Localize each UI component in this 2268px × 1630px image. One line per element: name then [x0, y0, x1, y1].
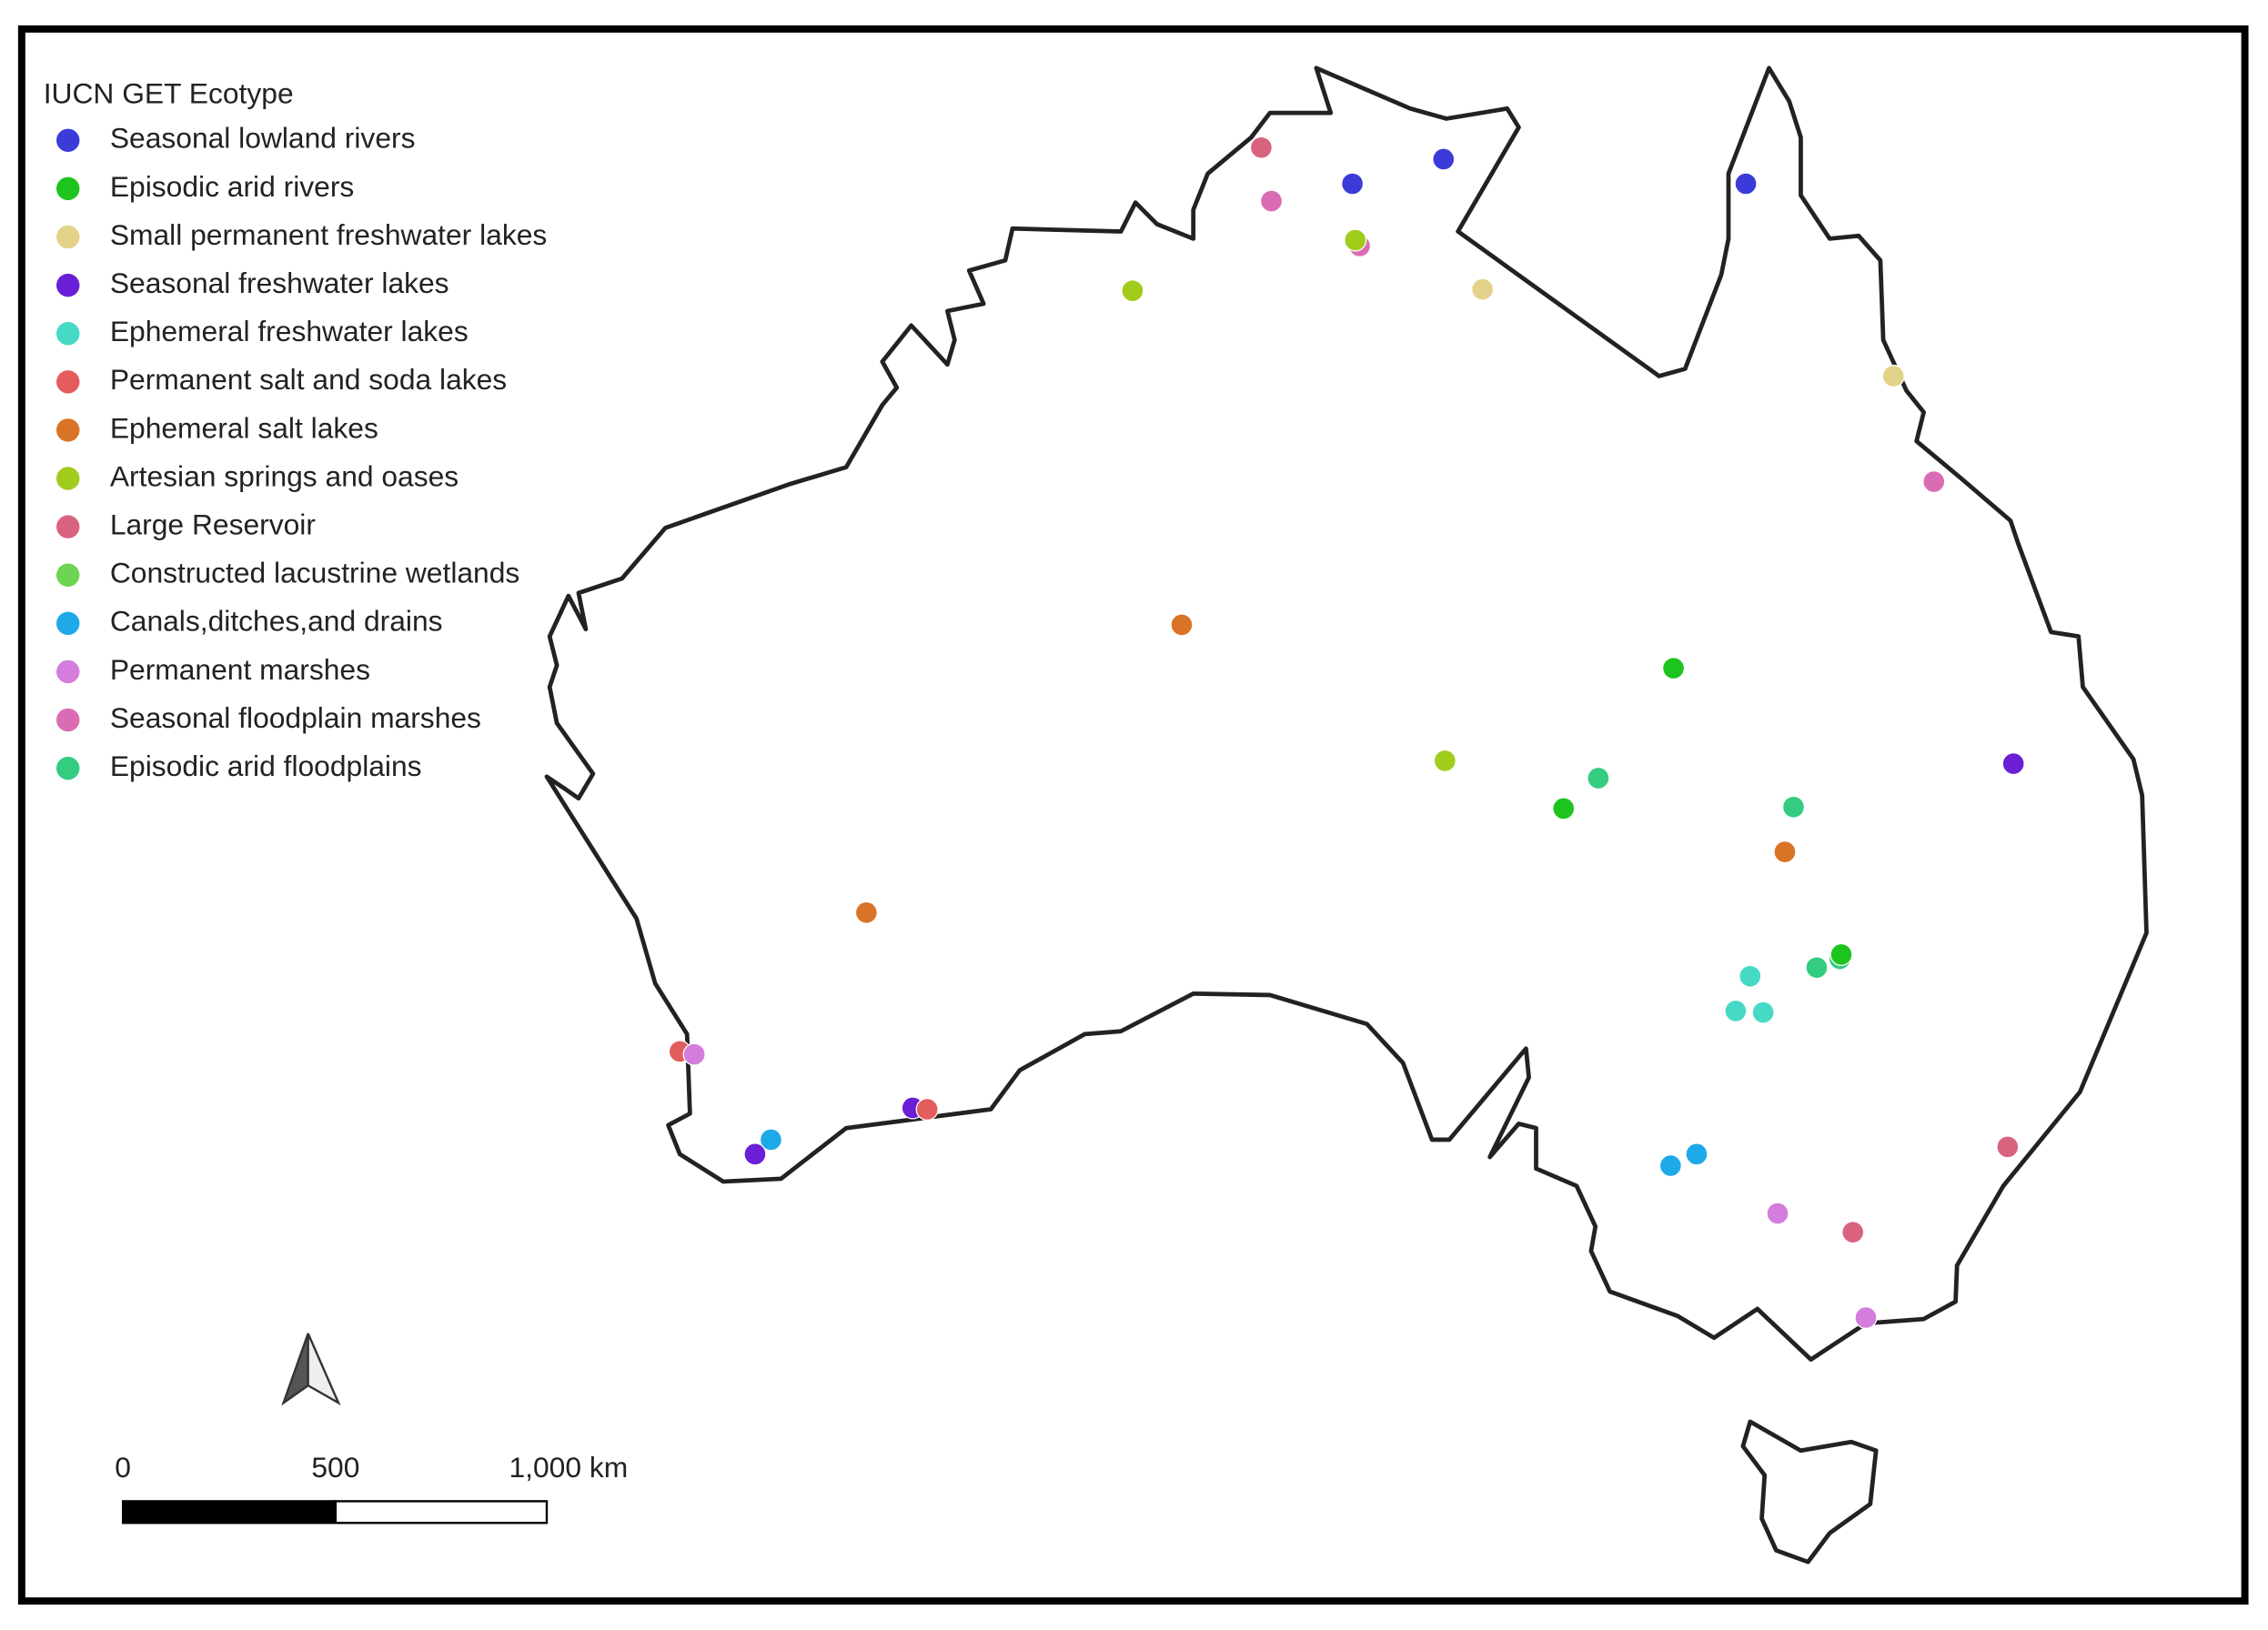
site-marker	[1344, 228, 1367, 252]
site-marker	[1751, 1001, 1775, 1024]
legend-label: Seasonal freshwater lakes	[110, 267, 449, 299]
site-marker	[1781, 795, 1806, 819]
site-marker	[1724, 999, 1748, 1022]
tasmania-outline	[1740, 1419, 1879, 1565]
legend-swatch	[56, 467, 80, 490]
legend-swatch	[56, 370, 80, 394]
mainland-outline	[544, 65, 2149, 1362]
legend-swatch	[56, 128, 80, 153]
site-marker	[1471, 277, 1495, 301]
site-marker	[1587, 766, 1610, 790]
legend-swatch	[56, 708, 80, 732]
legend-swatch	[56, 418, 80, 442]
north-arrow	[281, 1333, 341, 1406]
scale-label: 1,000 km	[509, 1451, 628, 1484]
site-marker	[1805, 956, 1829, 980]
legend-swatch	[56, 659, 80, 684]
legend-label: Seasonal floodplain marshes	[110, 701, 481, 734]
legend: Seasonal lowland rivers Episodic arid riv…	[56, 122, 547, 782]
legend-label: Permanent salt and soda lakes	[110, 363, 507, 396]
legend-label: Small permanent freshwater lakes	[110, 218, 547, 251]
site-marker	[1661, 657, 1686, 680]
legend-label: Ephemeral salt lakes	[110, 411, 378, 444]
site-marker	[2001, 751, 2025, 776]
sites	[668, 136, 2025, 1330]
site-marker	[1432, 147, 1456, 171]
site-marker	[1922, 469, 1946, 494]
site-marker	[1841, 1221, 1865, 1244]
site-marker	[1433, 749, 1457, 772]
site-marker	[1685, 1142, 1709, 1166]
legend-swatch	[56, 176, 80, 201]
site-marker	[1734, 172, 1758, 196]
legend-label: Canals,ditches,and drains	[110, 605, 443, 638]
site-marker	[1249, 136, 1273, 159]
site-marker	[1773, 840, 1797, 864]
site-marker	[1830, 942, 1853, 966]
legend-swatch	[56, 756, 80, 780]
legend-swatch	[56, 225, 80, 249]
scale-label: 0	[115, 1451, 131, 1484]
legend-label: Permanent marshes	[110, 653, 370, 686]
site-marker	[915, 1097, 939, 1122]
legend-label: Ephemeral freshwater lakes	[110, 315, 469, 347]
site-marker	[1854, 1305, 1878, 1330]
legend-label: Constructed lacustrine wetlands	[110, 557, 519, 589]
legend-label: Episodic arid floodplains	[110, 750, 422, 782]
site-marker	[1881, 364, 1905, 388]
legend-swatch	[56, 321, 80, 346]
scale-label: 500	[311, 1451, 359, 1484]
legend-label: Artesian springs and oases	[110, 459, 459, 492]
frame	[17, 25, 2249, 1605]
site-marker	[759, 1128, 782, 1152]
site-marker	[1170, 613, 1194, 637]
legend-label: Seasonal lowland rivers	[110, 122, 416, 155]
legend-swatch	[56, 273, 80, 297]
site-marker	[1341, 172, 1365, 196]
site-marker	[1658, 1153, 1682, 1178]
legend-swatch	[56, 611, 80, 636]
site-marker	[1121, 279, 1144, 303]
site-marker	[854, 901, 878, 924]
legend-swatch	[56, 515, 80, 538]
legend-title: IUCN GET Ecotype	[44, 76, 294, 109]
legend-label: Episodic arid rivers	[110, 170, 354, 203]
site-marker	[1552, 797, 1576, 820]
legend-label: Large Reservoir	[110, 508, 317, 541]
site-marker	[743, 1142, 767, 1166]
legend-swatch	[56, 563, 80, 587]
site-marker	[682, 1042, 706, 1066]
site-marker	[1739, 964, 1762, 988]
site-marker	[1766, 1202, 1789, 1225]
scale-bar	[121, 1500, 549, 1524]
site-marker	[1259, 189, 1284, 213]
site-marker	[1996, 1135, 2020, 1159]
